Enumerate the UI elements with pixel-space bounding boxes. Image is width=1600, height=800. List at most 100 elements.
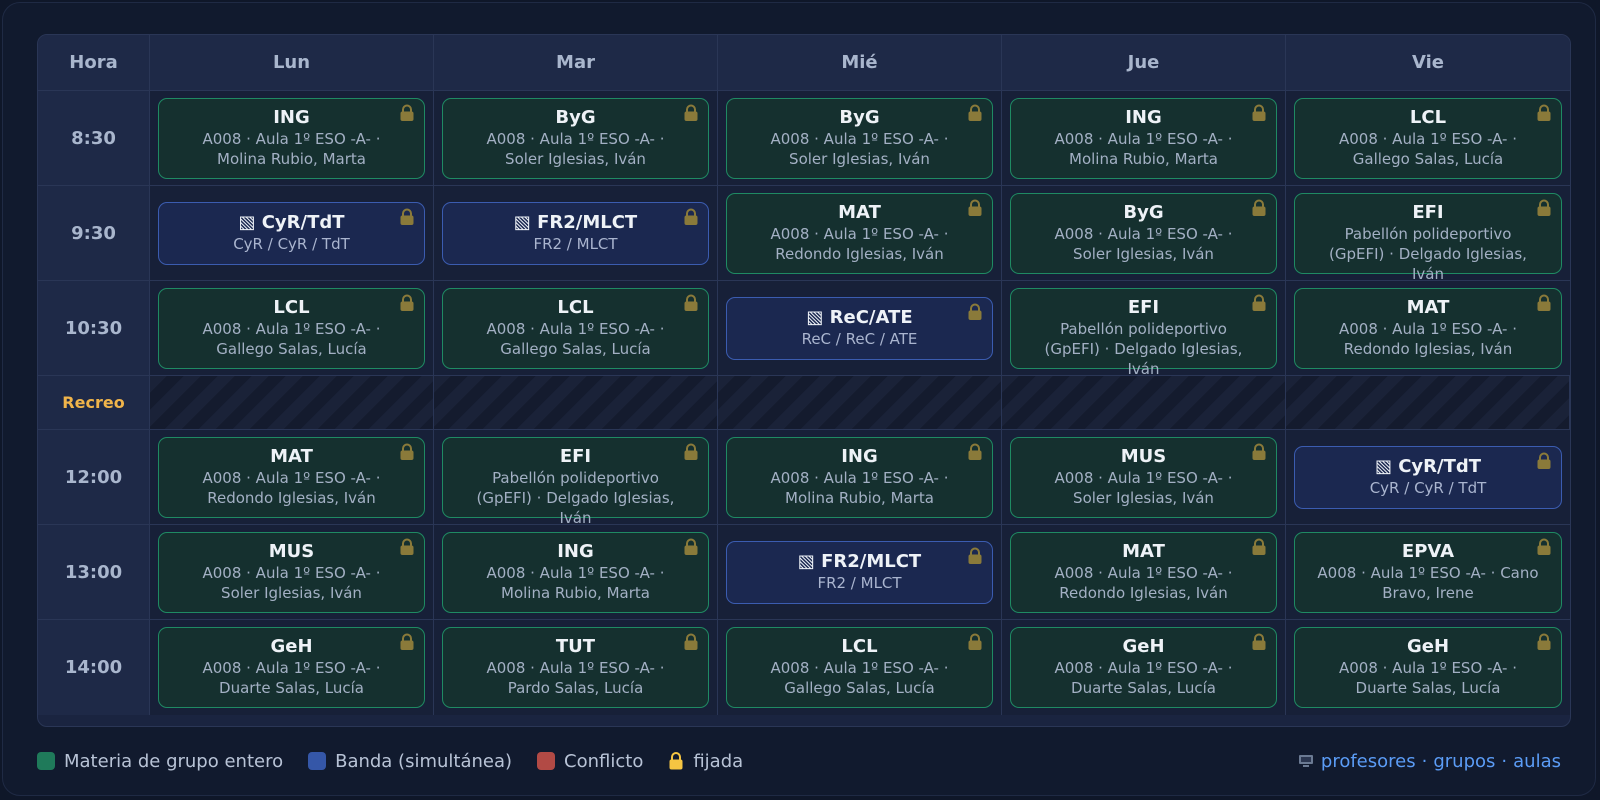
subject-card[interactable]: LCL A008 · Aula 1º ESO -A- · Gallego Sala… bbox=[1294, 97, 1562, 179]
subject-card[interactable]: GeH A008 · Aula 1º ESO -A- · Duarte Salas… bbox=[158, 627, 425, 708]
lock-icon[interactable] bbox=[1251, 443, 1267, 461]
subject-code: ING bbox=[557, 540, 594, 562]
lock-icon[interactable] bbox=[1536, 452, 1552, 470]
session-details: A008 · Aula 1º ESO -A- · Molina Rubio, M… bbox=[770, 468, 949, 507]
session-details: A008 · Aula 1º ESO -A- · Soler Iglesias,… bbox=[770, 129, 949, 168]
session-details: A008 · Aula 1º ESO -A- · Gallego Salas, … bbox=[770, 659, 949, 697]
lock-icon[interactable] bbox=[1536, 633, 1552, 651]
lock-icon[interactable] bbox=[683, 633, 699, 651]
link-aulas[interactable]: aulas bbox=[1513, 750, 1561, 772]
subject-card[interactable]: EFI Pabellón polideportivo (GpEFI) · Delg… bbox=[1294, 192, 1562, 283]
legend-swatch-band bbox=[308, 752, 327, 770]
session-details: A008 · Aula 1º ESO -A- · Soler Iglesias,… bbox=[202, 563, 381, 602]
lock-icon[interactable] bbox=[1251, 104, 1267, 122]
timetable-cell: TUT A008 · Aula 1º ESO -A- · Pardo Salas,… bbox=[434, 620, 718, 715]
subject-code: GeH bbox=[1406, 636, 1450, 657]
subject-card[interactable]: ING A008 · Aula 1º ESO -A- · Molina Rubio… bbox=[1010, 97, 1277, 179]
lock-icon[interactable] bbox=[967, 199, 983, 217]
legend-swatch-full bbox=[37, 752, 55, 770]
subject-card[interactable]: LCL A008 · Aula 1º ESO -A- · Gallego Sala… bbox=[442, 287, 709, 369]
lock-icon[interactable] bbox=[399, 104, 415, 122]
lock-icon[interactable] bbox=[1536, 104, 1552, 122]
lock-icon[interactable] bbox=[399, 633, 415, 651]
lock-icon[interactable] bbox=[967, 633, 983, 651]
timetable-cell: MAT A008 · Aula 1º ESO -A- · Redondo Igle… bbox=[1286, 281, 1570, 376]
lock-icon[interactable] bbox=[683, 538, 699, 556]
subject-code: LCL bbox=[841, 636, 878, 657]
lock-icon[interactable] bbox=[683, 208, 699, 226]
subject-code: LCL bbox=[273, 296, 310, 318]
band-session-card[interactable]: ▧ ReC/ATE ReC / ReC / ATE bbox=[726, 296, 993, 360]
time-slot-label: 8:30 bbox=[38, 91, 150, 186]
session-details: A008 · Aula 1º ESO -A- · Molina Rubio, M… bbox=[1054, 129, 1233, 168]
lock-icon[interactable] bbox=[1536, 538, 1552, 556]
subject-card[interactable]: MAT A008 · Aula 1º ESO -A- · Redondo Igle… bbox=[158, 436, 425, 518]
lock-icon[interactable] bbox=[683, 104, 699, 122]
lock-icon[interactable] bbox=[1251, 633, 1267, 651]
computer-icon bbox=[1298, 755, 1313, 767]
lock-icon[interactable] bbox=[1251, 538, 1267, 556]
subject-card[interactable]: EFI Pabellón polideportivo (GpEFI) · Delg… bbox=[442, 436, 709, 527]
subject-card[interactable]: TUT A008 · Aula 1º ESO -A- · Pardo Salas,… bbox=[442, 627, 709, 708]
lock-icon[interactable] bbox=[967, 443, 983, 461]
lock-icon[interactable] bbox=[1251, 294, 1267, 312]
column-header-day: Mié bbox=[718, 35, 1002, 91]
subject-card[interactable]: ByG A008 · Aula 1º ESO -A- · Soler Iglesi… bbox=[442, 97, 709, 179]
session-details: Pabellón polideportivo (GpEFI) · Delgado… bbox=[476, 468, 675, 527]
lock-icon[interactable] bbox=[399, 294, 415, 312]
subject-card[interactable]: MAT A008 · Aula 1º ESO -A- · Redondo Igle… bbox=[1010, 531, 1277, 613]
subject-card[interactable]: GeH A008 · Aula 1º ESO -A- · Duarte Salas… bbox=[1294, 627, 1562, 708]
session-details: A008 · Aula 1º ESO -A- · Pardo Salas, Lu… bbox=[486, 659, 665, 697]
subject-card[interactable]: MUS A008 · Aula 1º ESO -A- · Soler Iglesi… bbox=[1010, 436, 1277, 518]
band-session-card[interactable]: ▧ FR2/MLCT FR2 / MLCT bbox=[726, 540, 993, 604]
subject-card[interactable]: ByG A008 · Aula 1º ESO -A- · Soler Iglesi… bbox=[726, 97, 993, 179]
subject-card[interactable]: ING A008 · Aula 1º ESO -A- · Molina Rubio… bbox=[726, 436, 993, 518]
recess-cell bbox=[434, 376, 718, 430]
lock-icon[interactable] bbox=[399, 538, 415, 556]
subject-code: MAT bbox=[1122, 540, 1165, 562]
subject-card[interactable]: ING A008 · Aula 1º ESO -A- · Molina Rubio… bbox=[158, 97, 425, 179]
subject-code: EPVA bbox=[1401, 540, 1455, 562]
link-profesores[interactable]: profesores bbox=[1320, 750, 1416, 772]
recess-cell bbox=[150, 376, 434, 430]
timetable-cell: LCL A008 · Aula 1º ESO -A- · Gallego Sala… bbox=[1286, 91, 1570, 186]
subject-code: EFI bbox=[1127, 296, 1160, 318]
subject-card[interactable]: MAT A008 · Aula 1º ESO -A- · Redondo Igle… bbox=[1294, 287, 1562, 369]
lock-icon[interactable] bbox=[1251, 199, 1267, 217]
lock-icon[interactable] bbox=[683, 294, 699, 312]
subject-card[interactable]: LCL A008 · Aula 1º ESO -A- · Gallego Sala… bbox=[726, 627, 993, 708]
lock-icon[interactable] bbox=[399, 208, 415, 226]
legend-item-locked: fijada bbox=[668, 751, 743, 772]
subject-card[interactable]: GeH A008 · Aula 1º ESO -A- · Duarte Salas… bbox=[1010, 627, 1277, 708]
lock-icon[interactable] bbox=[1536, 199, 1552, 217]
band-session-card[interactable]: ▧ FR2/MLCT FR2 / MLCT bbox=[442, 201, 709, 265]
band-session-card[interactable]: ▧ CyR/TdT CyR / CyR / TdT bbox=[1294, 445, 1562, 509]
lock-icon[interactable] bbox=[967, 104, 983, 122]
subject-code: MAT bbox=[1406, 296, 1450, 318]
band-session-card[interactable]: ▧ CyR/TdT CyR / CyR / TdT bbox=[158, 201, 425, 265]
legend-item-full: Materia de grupo entero bbox=[37, 751, 283, 772]
subject-card[interactable]: MUS A008 · Aula 1º ESO -A- · Soler Iglesi… bbox=[158, 531, 425, 613]
subject-code: ING bbox=[273, 106, 310, 128]
subject-card[interactable]: ByG A008 · Aula 1º ESO -A- · Soler Iglesi… bbox=[1010, 192, 1277, 274]
session-details: FR2 / MLCT bbox=[533, 234, 618, 253]
lock-icon[interactable] bbox=[967, 303, 983, 321]
lock-icon[interactable] bbox=[967, 547, 983, 565]
subject-card[interactable]: ING A008 · Aula 1º ESO -A- · Molina Rubio… bbox=[442, 531, 709, 613]
column-header-day: Mar bbox=[434, 35, 718, 91]
subject-code: MAT bbox=[270, 445, 313, 467]
subject-card[interactable]: EPVA A008 · Aula 1º ESO -A- · Cano Bravo,… bbox=[1294, 531, 1562, 613]
lock-icon[interactable] bbox=[399, 443, 415, 461]
time-slot-label: 12:00 bbox=[38, 430, 150, 525]
lock-icon[interactable] bbox=[1536, 294, 1552, 312]
subject-card[interactable]: EFI Pabellón polideportivo (GpEFI) · Delg… bbox=[1010, 287, 1277, 378]
session-details: A008 · Aula 1º ESO -A- · Gallego Salas, … bbox=[486, 319, 665, 358]
subject-code: ByG bbox=[555, 106, 596, 128]
subject-code: MUS bbox=[268, 540, 315, 562]
subject-card[interactable]: MAT A008 · Aula 1º ESO -A- · Redondo Igle… bbox=[726, 192, 993, 274]
subject-card[interactable]: LCL A008 · Aula 1º ESO -A- · Gallego Sala… bbox=[158, 287, 425, 369]
subject-code: EFI bbox=[1412, 201, 1444, 223]
session-details: A008 · Aula 1º ESO -A- · Duarte Salas, L… bbox=[1338, 659, 1517, 697]
link-grupos[interactable]: grupos bbox=[1433, 750, 1496, 772]
lock-icon[interactable] bbox=[683, 443, 699, 461]
